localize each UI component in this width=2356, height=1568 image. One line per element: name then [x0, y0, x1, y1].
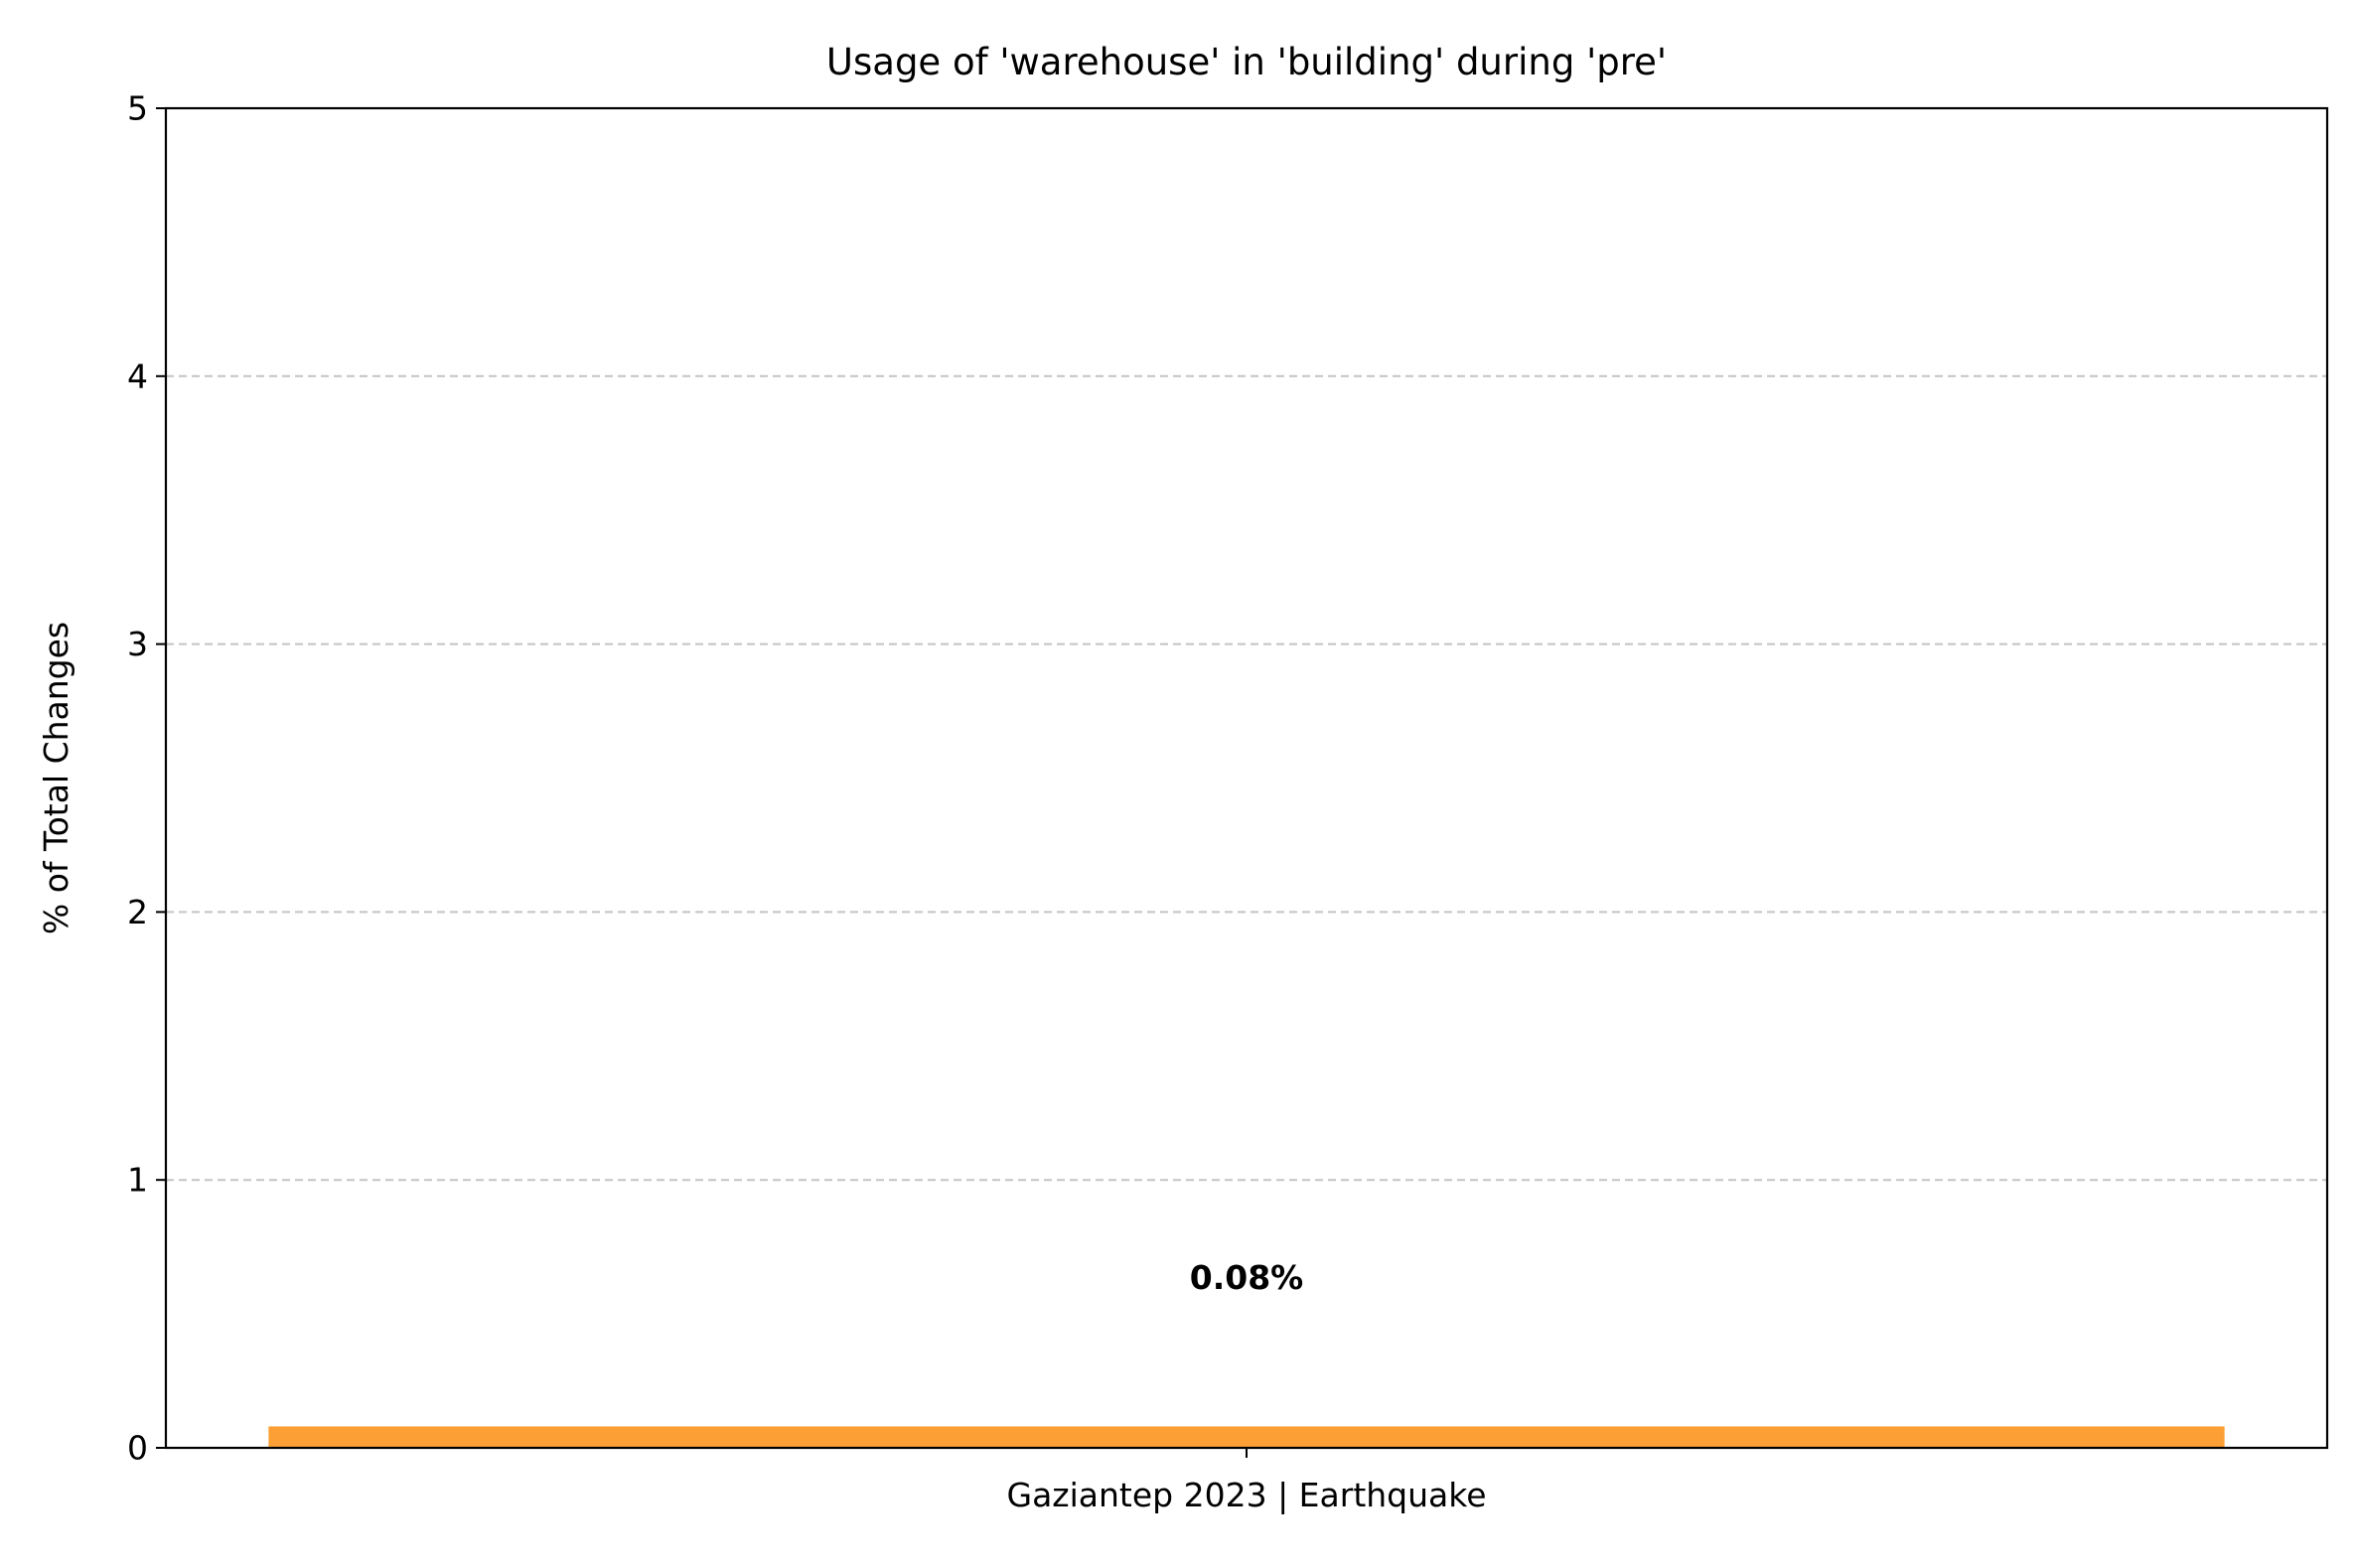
x-axis-ticks: Gaziantep 2023 | Earthquake	[1007, 1448, 1487, 1514]
y-tick-label: 1	[127, 1161, 148, 1200]
gridlines	[166, 374, 2327, 1182]
chart-title: Usage of 'warehouse' in 'building' durin…	[826, 41, 1667, 83]
y-axis-label: % of Total Changes	[37, 622, 75, 934]
y-tick-label: 5	[127, 89, 148, 128]
bars	[268, 1426, 2225, 1448]
x-tick-label: Gaziantep 2023 | Earthquake	[1007, 1476, 1487, 1514]
y-axis-ticks: 0 1 2 3 4 5	[127, 89, 166, 1468]
y-tick-label: 2	[127, 893, 148, 931]
data-labels: 0.08%	[1190, 1258, 1304, 1297]
y-tick-label: 3	[127, 625, 148, 663]
y-tick-label: 0	[127, 1429, 148, 1468]
bar	[268, 1426, 2225, 1448]
data-label: 0.08%	[1190, 1258, 1304, 1297]
y-tick-label: 4	[127, 356, 148, 395]
